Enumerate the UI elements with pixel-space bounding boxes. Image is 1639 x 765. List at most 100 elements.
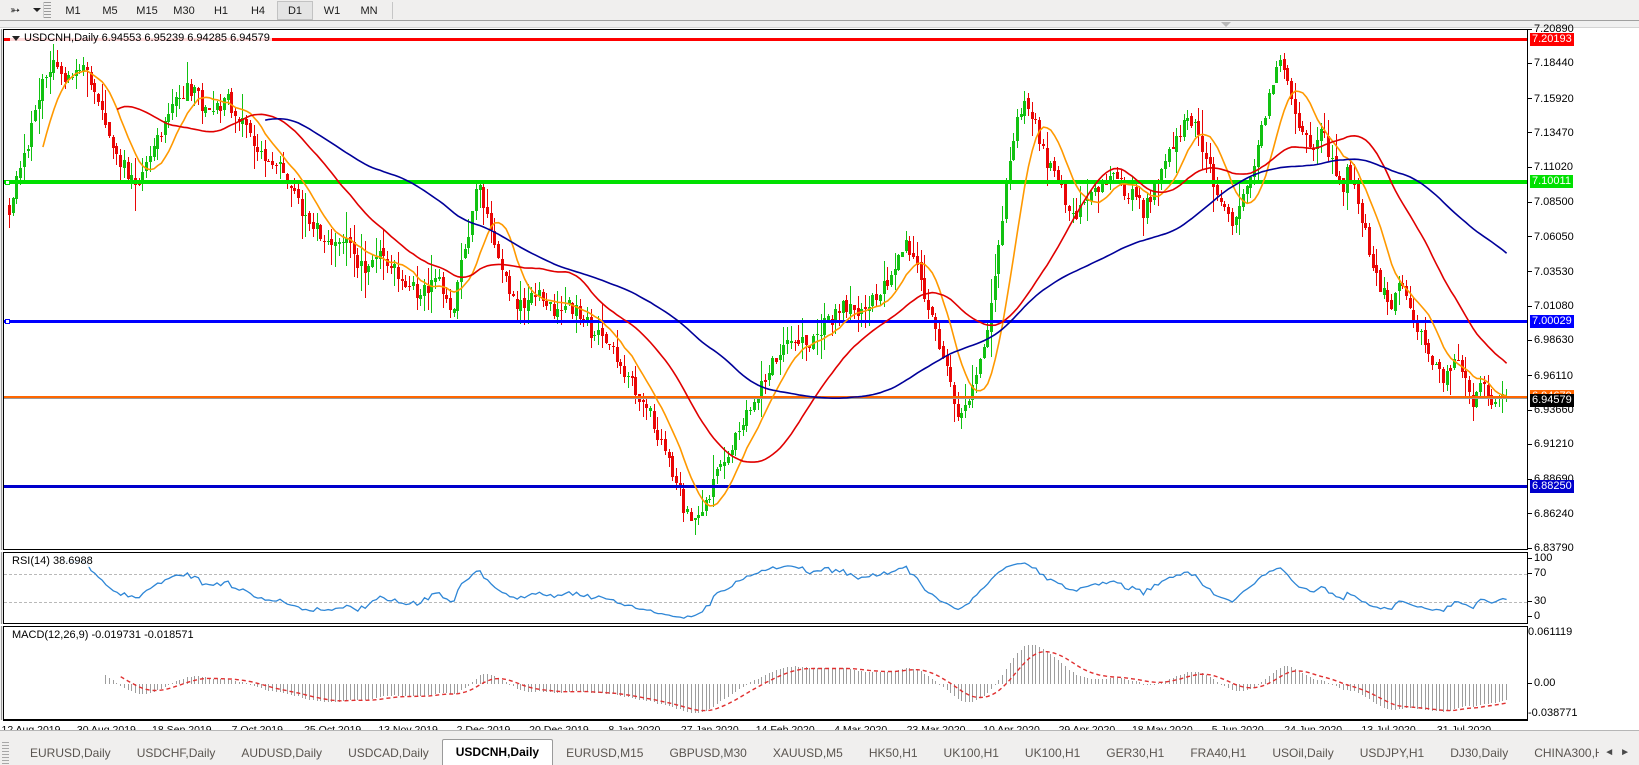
candle [508, 30, 512, 549]
price-pane[interactable]: USDCNH,Daily 6.94553 6.95239 6.94285 6.9… [0, 23, 1639, 554]
price-level-line-1[interactable] [4, 180, 1527, 185]
candle [1182, 30, 1186, 549]
timeframe-m5[interactable]: M5 [102, 4, 118, 17]
macd-histogram-bar [561, 684, 563, 693]
macd-histogram-bar [1157, 683, 1159, 685]
chart-tab-usdjpy-h1[interactable]: USDJPY,H1 [1359, 746, 1425, 760]
timeframe-w1[interactable]: W1 [323, 4, 341, 17]
candle [452, 30, 456, 549]
rsi-pane[interactable]: RSI(14) 38.6988 100 70 30 0 [0, 552, 1639, 624]
macd-histogram-bar [446, 684, 448, 693]
price-level-label-resistance-green[interactable]: 7.10011 [1530, 175, 1573, 189]
tabbar-grip[interactable] [2, 742, 9, 764]
chart-tab-eurusd-daily[interactable]: EURUSD,Daily [30, 746, 111, 760]
chart-tab-usdcnh-daily[interactable]: USDCNH,Daily [441, 739, 554, 765]
macd-histogram-bar [442, 684, 444, 693]
chart-tab-hk50-h1[interactable]: HK50,H1 [868, 746, 918, 760]
chart-tab-gbpusd-m30[interactable]: GBPUSD,M30 [669, 746, 747, 760]
timeframe-m30[interactable]: M30 [173, 4, 195, 17]
macd-histogram-bar [1268, 675, 1270, 685]
toolbar-grip[interactable] [43, 2, 51, 18]
timeframe-m1[interactable]: M1 [65, 4, 81, 17]
macd-histogram-bar [468, 684, 470, 686]
tab-nav-controls[interactable]: ◄ ► [1599, 739, 1639, 765]
price-level-line-0[interactable] [4, 38, 1527, 42]
chart-tab-uk100-h1[interactable]: UK100,H1 [943, 746, 999, 760]
macd-histogram-bar [212, 678, 214, 685]
candle [119, 30, 123, 549]
macd-histogram-bar [1398, 684, 1400, 710]
macd-histogram-bar [1431, 684, 1433, 712]
chart-tab-uk100-h1[interactable]: UK100,H1 [1024, 746, 1081, 760]
macd-histogram-bar [349, 684, 351, 700]
macd-histogram-bar [657, 684, 659, 704]
candle [923, 30, 927, 549]
cursor-arrow-icon[interactable]: ➳ [0, 0, 30, 20]
chart-tab-bar[interactable]: EURUSD,Daily USDCHF,Daily AUDUSD,Daily USDC… [0, 730, 1639, 765]
macd-histogram-bar [1439, 684, 1441, 712]
candle [1501, 30, 1505, 549]
macd-histogram-bar [579, 684, 581, 692]
price-level-label-resistance-red[interactable]: 7.20193 [1530, 32, 1574, 46]
macd-histogram-bar [783, 668, 785, 685]
chevron-down-icon[interactable] [33, 8, 41, 12]
triangle-down-icon[interactable] [12, 35, 20, 41]
macd-histogram-bar [357, 684, 359, 701]
chart-tab-china300-h4[interactable]: CHINA300,H4 [1534, 746, 1599, 760]
macd-histogram-bar [679, 684, 681, 710]
price-level-label-support-navy[interactable]: 6.88250 [1530, 479, 1574, 493]
candle [1412, 30, 1416, 549]
candle [1353, 30, 1357, 549]
price-level-anchor-2[interactable] [5, 319, 10, 325]
price-plot[interactable]: USDCNH,Daily 6.94553 6.95239 6.94285 6.9… [3, 29, 1528, 550]
timeframe-mn[interactable]: MN [360, 4, 378, 17]
macd-histogram-bar [1283, 666, 1285, 685]
price-axis[interactable]: 7.20890 7.18440 7.15920 7.13470 7.11020 7.085… [1528, 23, 1639, 554]
chart-canvas-area[interactable]: USDCNH,Daily 6.94553 6.95239 6.94285 6.9… [0, 21, 1639, 738]
macd-histogram-bar [572, 684, 574, 692]
chart-scroll-strip[interactable] [0, 21, 1639, 28]
timeframe-m15[interactable]: M15 [136, 4, 158, 17]
candle [1286, 30, 1290, 549]
candle [1456, 30, 1460, 549]
timeframe-h1[interactable]: H1 [213, 4, 229, 17]
candle [1308, 30, 1312, 549]
macd-histogram-bar [668, 684, 670, 707]
chart-tab-usdchf-daily[interactable]: USDCHF,Daily [136, 746, 216, 760]
macd-histogram-bar [309, 684, 311, 700]
chart-tab-xauusd-m5[interactable]: XAUUSD,M5 [772, 746, 843, 760]
price-level-line-4[interactable] [4, 485, 1527, 489]
chart-tab-usoil-daily[interactable]: USOil,Daily [1272, 746, 1334, 760]
price-level-line-2[interactable] [4, 320, 1527, 324]
candle [1342, 30, 1345, 549]
chart-tab-fra40-h1[interactable]: FRA40,H1 [1190, 746, 1247, 760]
candle [1464, 30, 1468, 549]
price-level-label-support-blue[interactable]: 7.00029 [1530, 314, 1574, 328]
candle [786, 30, 790, 549]
candle [623, 30, 627, 549]
timeframe-h4[interactable]: H4 [250, 4, 266, 17]
chart-tab-audusd-daily[interactable]: AUDUSD,Daily [241, 746, 323, 760]
candle [689, 30, 693, 549]
macd-histogram-bar [294, 684, 296, 696]
chart-tab-eurusd-m15[interactable]: EURUSD,M15 [566, 746, 644, 760]
macd-histogram-bar [690, 684, 692, 713]
candle [19, 30, 23, 549]
chart-tabs-list[interactable]: EURUSD,Daily USDCHF,Daily AUDUSD,Daily USDC… [11, 738, 1599, 765]
candle [408, 30, 412, 549]
chart-tab-usdcad-daily[interactable]: USDCAD,Daily [348, 746, 429, 760]
scroll-handle-icon[interactable] [1221, 22, 1231, 27]
tab-scroll-right-icon[interactable]: ► [1620, 746, 1630, 758]
macd-histogram-bar [1331, 683, 1333, 685]
macd-plot[interactable]: MACD(12,26,9) -0.019731 -0.018571 [3, 626, 1528, 720]
macd-histogram-bar [1413, 684, 1415, 709]
rsi-plot[interactable]: RSI(14) 38.6988 [3, 552, 1528, 624]
macd-pane[interactable]: MACD(12,26,9) -0.019731 -0.018571 0.0611… [0, 626, 1639, 720]
candle [637, 30, 641, 549]
chart-tab-dj30-daily[interactable]: DJ30,Daily [1450, 746, 1509, 760]
timeframe-d1[interactable]: D1 [277, 0, 313, 20]
price-level-anchor-1[interactable] [5, 179, 10, 185]
chart-tab-ger30-h1[interactable]: GER30,H1 [1106, 746, 1165, 760]
macd-histogram-bar [727, 684, 729, 697]
tab-scroll-left-icon[interactable]: ◄ [1604, 746, 1615, 758]
